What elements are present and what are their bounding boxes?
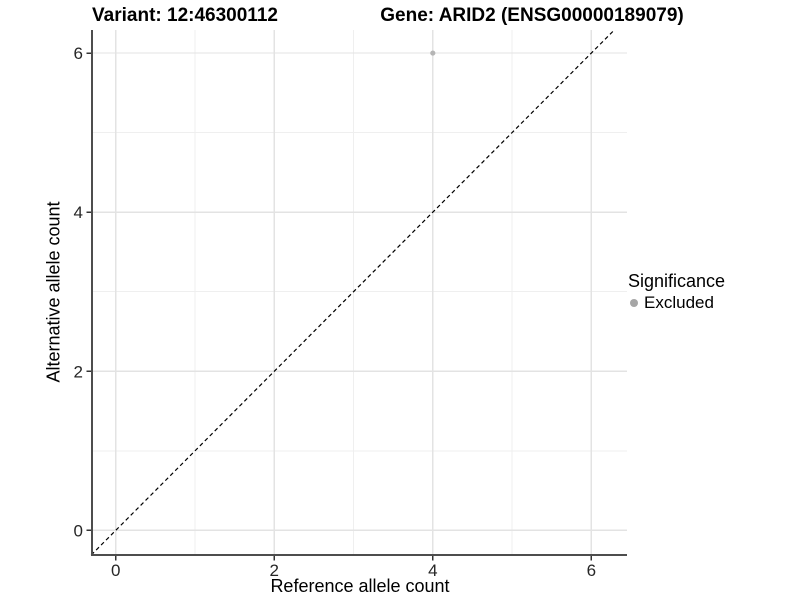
svg-text:4: 4 bbox=[428, 561, 437, 580]
y-axis-label: Alternative allele count bbox=[43, 201, 64, 383]
legend-title: Significance bbox=[628, 271, 726, 291]
legend-point-icon bbox=[630, 298, 638, 307]
legend-item-label: Excluded bbox=[644, 293, 714, 312]
svg-text:0: 0 bbox=[74, 521, 83, 540]
x-axis-label: Reference allele count bbox=[270, 576, 450, 596]
svg-text:6: 6 bbox=[587, 561, 596, 580]
svg-text:2: 2 bbox=[74, 362, 83, 381]
legend-item-excluded: Excluded bbox=[628, 293, 725, 312]
legend: Significance Excluded bbox=[628, 271, 725, 312]
svg-text:6: 6 bbox=[74, 44, 83, 63]
svg-text:0: 0 bbox=[111, 561, 120, 580]
plot-title-variant: Variant: 12:46300112 bbox=[92, 5, 278, 26]
plot-title-gene: Gene: ARID2 (ENSG00000189079) bbox=[380, 5, 684, 26]
svg-text:2: 2 bbox=[270, 561, 279, 580]
svg-text:4: 4 bbox=[74, 203, 83, 222]
